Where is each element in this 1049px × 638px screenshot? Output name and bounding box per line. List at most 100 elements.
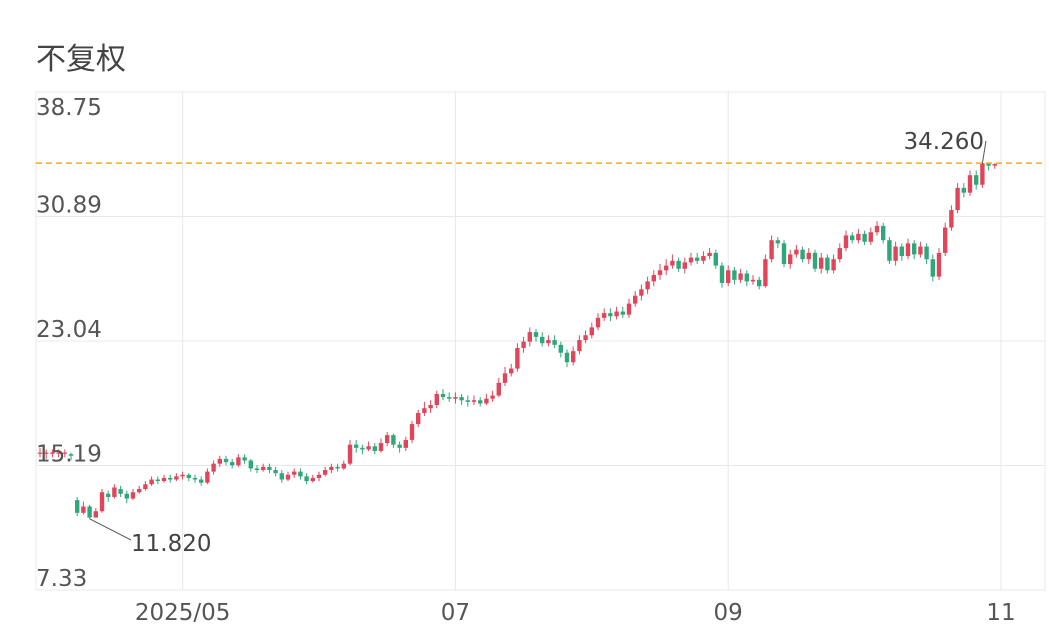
candle-body (409, 424, 415, 440)
candle-body (961, 187, 966, 193)
candle-body (763, 259, 768, 287)
candle-body (137, 489, 142, 493)
candle-body (347, 444, 353, 464)
candle-body (279, 473, 284, 480)
candle-body (856, 233, 861, 241)
candle-body (837, 248, 842, 260)
candle-body (304, 476, 309, 482)
candle-body (614, 311, 619, 317)
candle-body (180, 474, 185, 477)
candle-body (980, 163, 985, 185)
candle-body (416, 412, 421, 425)
grid (35, 91, 1046, 591)
candle-body (211, 463, 216, 472)
candle-body (434, 393, 439, 406)
candle-body (726, 270, 731, 283)
candle-body (676, 260, 681, 269)
candle-body (236, 457, 241, 466)
candle-body (831, 259, 836, 271)
candle-body (37, 452, 43, 454)
candle-body (112, 487, 117, 497)
candle-body (267, 466, 272, 471)
candle-body (50, 452, 55, 454)
candle-body (285, 474, 291, 480)
candle-body (447, 397, 452, 399)
candle-body (868, 232, 873, 242)
candle-body (378, 443, 384, 451)
candle-body (68, 454, 74, 456)
candle-body (874, 225, 880, 233)
candle-body (174, 476, 179, 480)
candle-body (496, 382, 501, 396)
candle-body (254, 468, 260, 471)
candle-body (385, 435, 390, 444)
candle-body (87, 506, 92, 518)
high-leader-line (981, 140, 987, 164)
candle-body (540, 336, 545, 344)
candle-body (335, 466, 340, 469)
candle-body (515, 347, 520, 369)
candle-body (360, 447, 365, 450)
candle-body (509, 368, 514, 374)
candle-body (732, 270, 737, 280)
candle-body (862, 233, 867, 242)
candle-body (521, 341, 526, 348)
candle-body (719, 265, 725, 283)
candle-body (490, 395, 495, 399)
overlay: 38.75 30.89 23.04 15.19 7.33 2025/05 07 09 11 34.… (36, 95, 1045, 626)
candle-body (56, 452, 61, 454)
candle-body (701, 256, 706, 261)
candle-body (707, 252, 712, 257)
candle-body (552, 340, 557, 345)
candle-body (905, 243, 911, 257)
candle-body (44, 452, 49, 454)
candle-body (757, 279, 762, 287)
candle-body (812, 252, 818, 269)
candle-body (887, 240, 892, 261)
candle-body (261, 466, 266, 471)
candle-body (781, 243, 787, 264)
candle-body (62, 452, 67, 454)
candle-body (527, 332, 532, 342)
candle-body (316, 474, 322, 478)
candle-body (936, 252, 942, 277)
candle-body (273, 470, 278, 474)
candle-body (186, 474, 191, 478)
candle-body (403, 439, 408, 448)
candle-body (75, 500, 80, 513)
candle-body (633, 295, 638, 304)
candle-body (558, 344, 563, 353)
candles (37, 163, 997, 519)
candle-body (651, 275, 656, 282)
y-tick-label: 38.75 (36, 95, 102, 121)
candle-body (750, 279, 756, 282)
y-tick-label: 30.89 (36, 193, 102, 219)
candle-body (130, 492, 136, 499)
candle-body (93, 511, 98, 518)
candle-body (161, 477, 167, 482)
candle-body (602, 313, 607, 318)
candle-body (744, 273, 749, 282)
x-tick-label: 09 (714, 600, 743, 626)
candle-body (223, 458, 229, 463)
candle-body (155, 479, 160, 482)
candle-body (143, 484, 148, 490)
candle-body (533, 332, 539, 337)
candle-body (465, 400, 470, 402)
candle-body (639, 289, 644, 296)
candle-body (564, 352, 570, 363)
candle-body (688, 257, 694, 263)
candle-body (775, 240, 780, 244)
high-label: 34.260 (904, 129, 984, 155)
x-tick-label: 07 (441, 600, 470, 626)
candle-body (850, 235, 855, 241)
candle-body (974, 175, 979, 185)
low-leader-line (89, 518, 132, 541)
candle-body (893, 246, 898, 261)
candle-body (471, 400, 477, 402)
candle-body (81, 506, 86, 513)
candle-body (806, 252, 811, 260)
candle-body (608, 313, 613, 317)
candle-body (341, 463, 346, 469)
candle-body (397, 444, 402, 448)
